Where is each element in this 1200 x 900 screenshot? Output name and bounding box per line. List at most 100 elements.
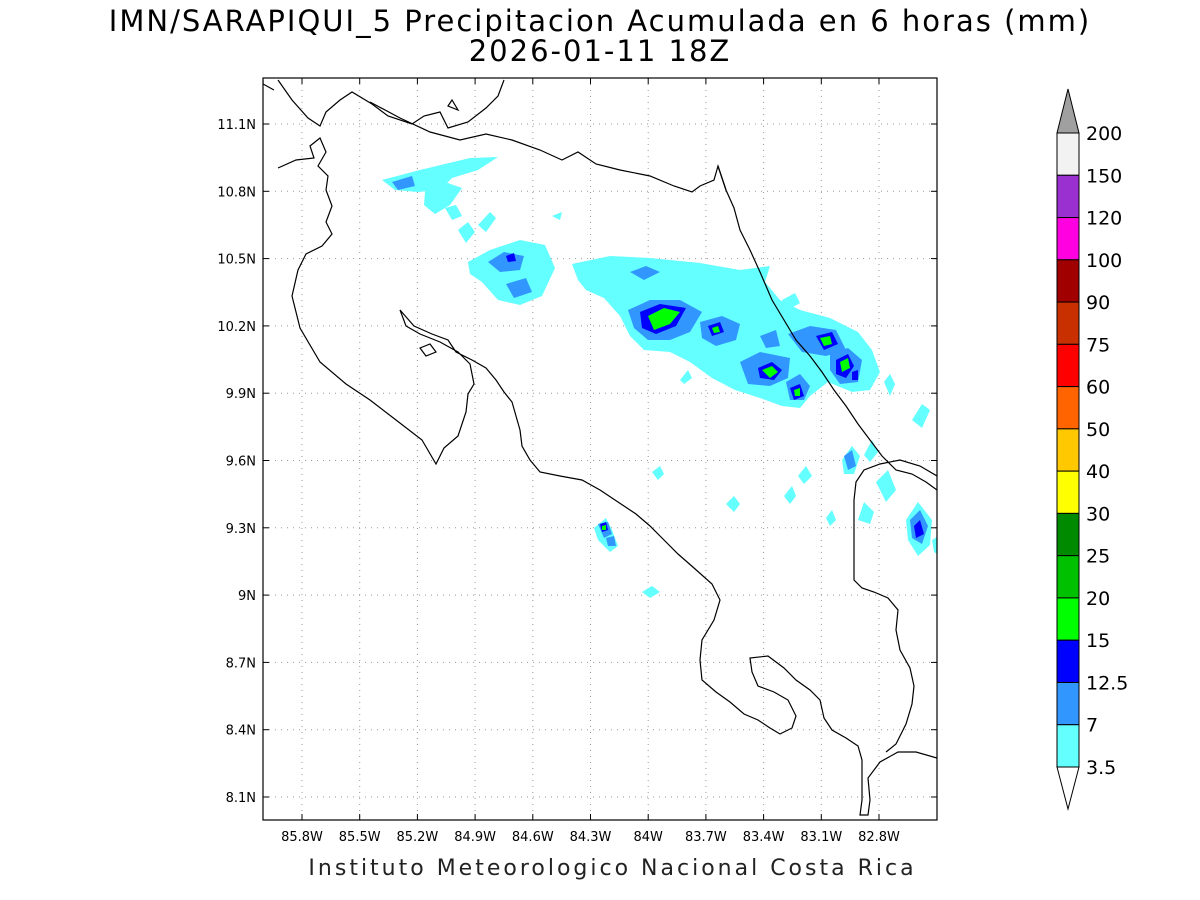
rain-cell (478, 212, 496, 232)
colorbar-over-triangle (1056, 88, 1080, 134)
colorbar-swatch (1056, 681, 1080, 726)
colorbar-swatch (1056, 639, 1080, 683)
rain-cell (840, 358, 850, 372)
rain-cell (820, 336, 832, 346)
y-tick-label: 8.1N (226, 791, 256, 806)
colorbar-swatch (1056, 597, 1080, 641)
rain-cell (864, 440, 878, 462)
rain-cell (738, 290, 758, 304)
rain-cell (932, 536, 937, 554)
colorbar-label: 12.5 (1086, 672, 1128, 694)
footer-credit: Instituto Meteorologico Nacional Costa R… (308, 856, 917, 881)
x-tick-label: 84W (633, 830, 663, 845)
rain-cell (760, 330, 780, 348)
rain-cell (642, 586, 660, 598)
rain-cell (602, 525, 606, 530)
colorbar-swatch (1056, 174, 1080, 219)
panama-border (853, 459, 937, 753)
rain-cell (798, 466, 812, 484)
plot-frame (262, 77, 938, 821)
colorbar-under-triangle (1056, 766, 1080, 811)
x-tick-label: 83.7W (685, 830, 727, 845)
rain-cell (700, 286, 724, 300)
rain-cell (445, 205, 462, 220)
rain-cell (844, 450, 856, 470)
gulf-nicoya-island (419, 343, 437, 357)
colorbar: 200 150 120 100 90 75 60 50 40 30 25 20 15 12.5 7 3.5 (1056, 88, 1128, 811)
rain-cell (726, 496, 740, 512)
precipitation-cells (382, 157, 937, 598)
rain-cell (392, 176, 415, 190)
x-tick-label: 83.4W (743, 830, 785, 845)
rain-cell (468, 240, 555, 305)
colorbar-swatch (1056, 512, 1080, 557)
y-tick-label: 10.2N (217, 320, 256, 335)
rain-cell (794, 388, 800, 396)
colorbar-label: 50 (1086, 419, 1110, 441)
y-tick-label: 9.9N (226, 387, 256, 402)
map-title: IMN/SARAPIQUI_5 Precipitacion Acumulada … (108, 4, 1092, 38)
colorbar-label: 100 (1086, 250, 1122, 272)
colorbar-swatch (1056, 259, 1080, 303)
rain-cell (826, 510, 836, 526)
colorbar-label: 60 (1086, 377, 1110, 399)
y-tick-label: 9N (238, 589, 256, 604)
rain-cell (762, 366, 778, 378)
pacific-coast-north (263, 80, 937, 816)
x-axis-ticks: 85.8W 85.5W 85.2W 84.9W 84.6W 84.3W 84W 83.7W 83… (281, 78, 900, 845)
x-tick-label: 85.8W (281, 830, 323, 845)
rain-cell (458, 222, 475, 243)
rain-cell (914, 520, 924, 538)
rain-cell (912, 404, 930, 428)
nicaragua-coastline (277, 79, 505, 129)
rain-cell (884, 374, 895, 396)
colorbar-swatch (1056, 555, 1080, 599)
rain-cell (506, 253, 516, 262)
rain-cell (784, 486, 796, 504)
colorbar-label: 30 (1086, 503, 1110, 525)
rain-cell (630, 266, 660, 280)
y-tick-label: 11.1N (217, 118, 256, 133)
colorbar-label: 3.5 (1086, 757, 1116, 779)
colorbar-swatch (1056, 217, 1080, 261)
x-tick-label: 84.6W (512, 830, 554, 845)
x-tick-label: 84.9W (454, 830, 496, 845)
map-grid (263, 78, 937, 820)
rain-cell (858, 502, 874, 524)
colorbar-swatch (1056, 343, 1080, 388)
colorbar-label: 75 (1086, 334, 1110, 356)
colorbar-swatch (1056, 470, 1080, 514)
colorbar-label: 120 (1086, 208, 1122, 230)
colorbar-swatch (1056, 132, 1080, 176)
x-tick-label: 82.8W (858, 830, 900, 845)
caribbean-coast (717, 165, 937, 491)
rain-cell (680, 370, 692, 384)
costa-rica-northern-border (369, 101, 727, 193)
rain-cell (652, 466, 664, 480)
x-tick-label: 83.1W (800, 830, 842, 845)
colorbar-swatch (1056, 301, 1080, 345)
rain-cell (782, 293, 800, 310)
rain-cell (852, 370, 858, 380)
colorbar-label: 40 (1086, 461, 1110, 483)
x-tick-label: 85.2W (396, 830, 438, 845)
x-tick-label: 84.3W (570, 830, 612, 845)
map-subtitle-date: 2026-01-11 18Z (468, 34, 732, 68)
colorbar-swatch (1056, 386, 1080, 430)
colorbar-label: 200 (1086, 123, 1122, 145)
rain-cell (876, 470, 896, 502)
colorbar-label: 7 (1086, 715, 1098, 737)
rain-cell (648, 308, 680, 330)
colorbar-label: 20 (1086, 588, 1110, 610)
colorbar-swatch (1056, 724, 1080, 768)
rain-cell (552, 212, 562, 220)
colorbar-label: 15 (1086, 630, 1110, 652)
x-tick-label: 85.5W (339, 830, 381, 845)
rain-cell (712, 326, 720, 333)
colorbar-label: 90 (1086, 292, 1110, 314)
y-tick-label: 10.8N (217, 185, 256, 200)
y-axis-ticks: 11.1N 10.8N 10.5N 10.2N 9.9N 9.6N 9.3N 9N 8.7N 8.… (217, 118, 937, 806)
y-tick-label: 10.5N (217, 253, 256, 268)
rain-cell (606, 536, 616, 546)
